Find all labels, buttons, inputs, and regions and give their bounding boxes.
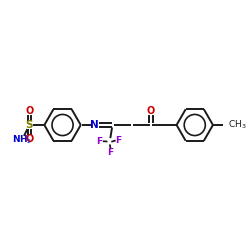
Text: O: O	[25, 134, 34, 144]
Text: F: F	[96, 137, 102, 146]
Text: NH$_2$: NH$_2$	[12, 134, 32, 146]
Text: F: F	[116, 136, 122, 145]
Text: CH$_3$: CH$_3$	[228, 119, 246, 131]
Text: S: S	[26, 120, 33, 130]
Text: O: O	[25, 106, 34, 116]
Text: N: N	[90, 120, 99, 130]
Text: O: O	[147, 106, 155, 116]
Text: F: F	[108, 148, 114, 157]
